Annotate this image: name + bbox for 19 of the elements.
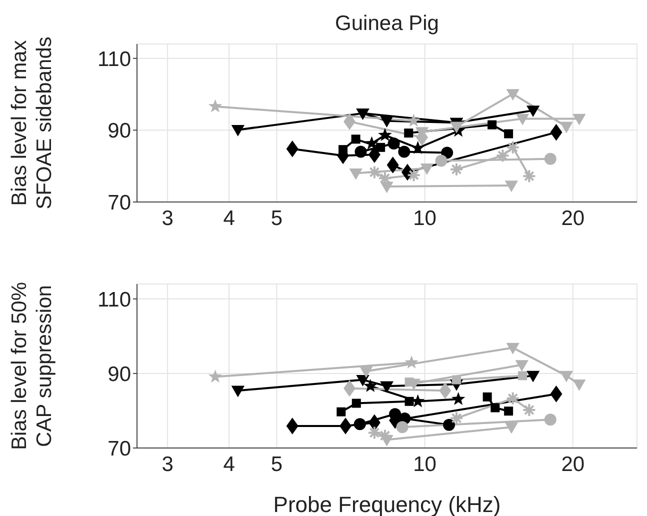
x-tick-label: 20 bbox=[561, 452, 585, 476]
y-tick-label: 90 bbox=[108, 120, 131, 143]
x-tick-label: 5 bbox=[270, 206, 283, 230]
y-tick-label: 90 bbox=[108, 362, 131, 386]
y-tick-label: 70 bbox=[108, 437, 131, 460]
y-axis-title: Bias level for 50% CAP suppression bbox=[8, 282, 56, 450]
x-tick-label: 20 bbox=[561, 206, 585, 230]
x-tick-label: 5 bbox=[270, 452, 283, 476]
x-tick-label: 3 bbox=[162, 452, 174, 476]
x-tick-label: 3 bbox=[162, 206, 174, 230]
x-tick-label: 4 bbox=[223, 452, 236, 476]
x-tick-label: 10 bbox=[413, 452, 436, 476]
x-tick-label: 4 bbox=[223, 206, 236, 230]
y-tick-label: 110 bbox=[98, 288, 131, 312]
y-tick-label: 70 bbox=[108, 191, 131, 214]
y-axis-title: Bias level for max SFOAE sidebands bbox=[8, 36, 56, 210]
chart-title: Guinea Pig bbox=[334, 12, 440, 36]
y-tick-label: 110 bbox=[98, 48, 131, 71]
x-tick-label: 10 bbox=[413, 206, 436, 230]
